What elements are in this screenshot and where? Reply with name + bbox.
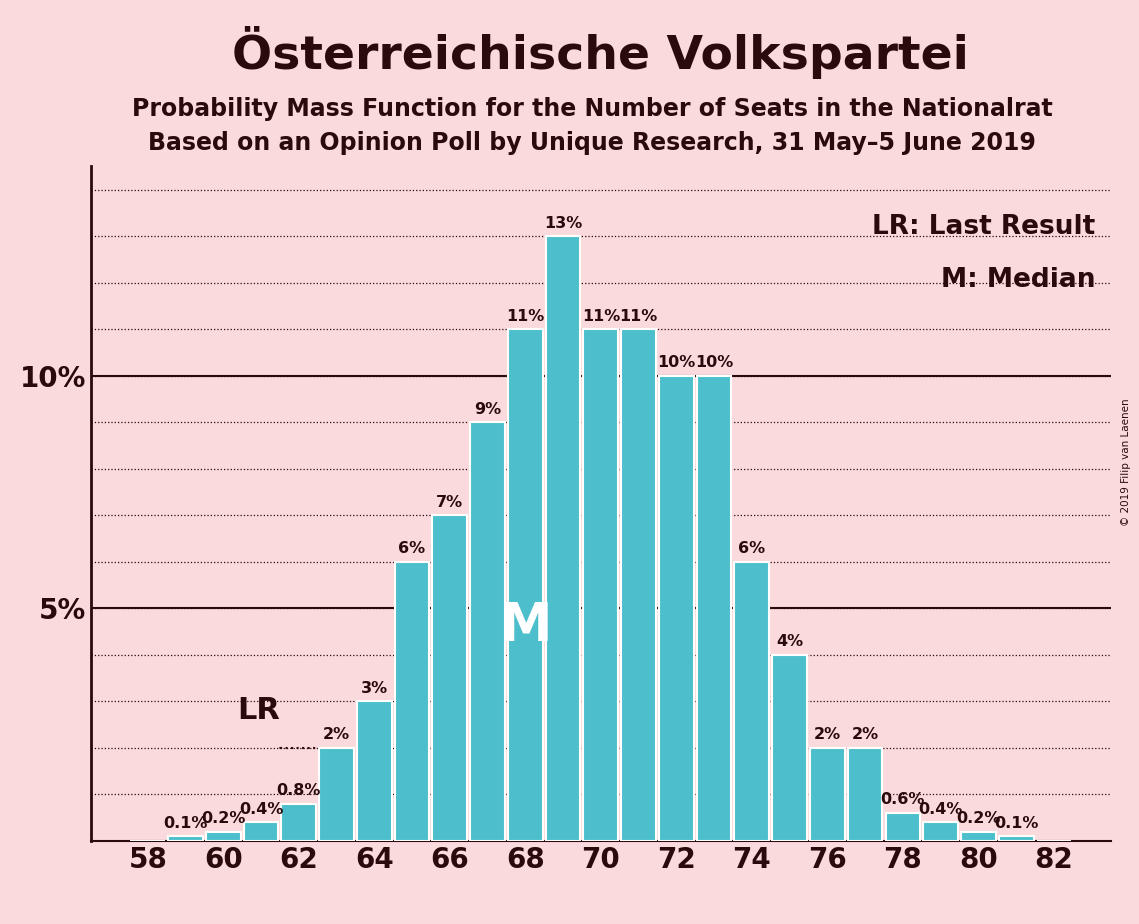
Text: 0.4%: 0.4% — [918, 802, 962, 817]
Text: 11%: 11% — [582, 309, 620, 323]
Text: 6%: 6% — [738, 541, 765, 556]
Text: 0.1%: 0.1% — [994, 816, 1039, 831]
Text: Based on an Opinion Poll by Unique Research, 31 May–5 June 2019: Based on an Opinion Poll by Unique Resea… — [148, 131, 1036, 155]
Bar — [244, 822, 278, 841]
Text: 13%: 13% — [544, 215, 582, 230]
Text: 0.8%: 0.8% — [277, 783, 321, 798]
Bar — [885, 813, 920, 841]
Text: Probability Mass Function for the Number of Seats in the Nationalrat: Probability Mass Function for the Number… — [132, 97, 1052, 121]
Text: 2%: 2% — [813, 727, 841, 742]
Bar — [621, 329, 656, 841]
Bar — [659, 376, 694, 841]
Bar — [169, 836, 203, 841]
Text: 11%: 11% — [506, 309, 544, 323]
Text: 0.6%: 0.6% — [880, 793, 925, 808]
Text: 0.1%: 0.1% — [163, 816, 207, 831]
Bar — [810, 748, 845, 841]
Title: Österreichische Volkspartei: Österreichische Volkspartei — [232, 26, 969, 79]
Text: 11%: 11% — [620, 309, 657, 323]
Text: 0.2%: 0.2% — [957, 811, 1000, 826]
Bar — [924, 822, 958, 841]
Bar — [433, 516, 467, 841]
Text: 4%: 4% — [776, 634, 803, 650]
Text: LR: LR — [237, 696, 280, 724]
Text: 2%: 2% — [852, 727, 878, 742]
Bar — [583, 329, 618, 841]
Text: 6%: 6% — [399, 541, 426, 556]
Bar — [470, 422, 505, 841]
Bar — [999, 836, 1033, 841]
Bar — [508, 329, 542, 841]
Bar — [961, 832, 995, 841]
Text: 7%: 7% — [436, 494, 464, 510]
Bar — [847, 748, 883, 841]
Text: 10%: 10% — [657, 355, 696, 371]
Bar — [357, 701, 392, 841]
Bar — [206, 832, 240, 841]
Bar — [735, 562, 769, 841]
Text: 0.4%: 0.4% — [239, 802, 284, 817]
Text: M: M — [499, 600, 551, 652]
Bar — [697, 376, 731, 841]
Text: 2%: 2% — [323, 727, 350, 742]
Text: M: Median: M: Median — [941, 268, 1096, 294]
Text: 3%: 3% — [361, 681, 388, 696]
Text: 0.2%: 0.2% — [202, 811, 245, 826]
Text: 10%: 10% — [695, 355, 734, 371]
Text: LR: Last Result: LR: Last Result — [872, 213, 1096, 239]
Bar — [395, 562, 429, 841]
Text: © 2019 Filip van Laenen: © 2019 Filip van Laenen — [1121, 398, 1131, 526]
Text: 9%: 9% — [474, 402, 501, 417]
Bar — [319, 748, 354, 841]
Bar — [546, 237, 581, 841]
Bar — [772, 655, 806, 841]
Bar — [281, 804, 317, 841]
